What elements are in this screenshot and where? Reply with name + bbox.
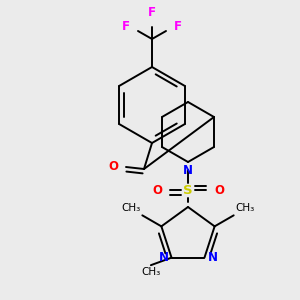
Text: N: N (158, 251, 169, 264)
Text: CH₃: CH₃ (236, 203, 255, 213)
Text: F: F (148, 6, 156, 19)
Text: S: S (183, 184, 193, 196)
Text: CH₃: CH₃ (141, 267, 160, 277)
Text: N: N (183, 164, 193, 177)
Text: O: O (214, 184, 224, 196)
Text: F: F (174, 20, 182, 34)
Text: O: O (152, 184, 162, 196)
Text: F: F (122, 20, 130, 34)
Text: CH₃: CH₃ (121, 203, 140, 213)
Text: O: O (108, 160, 118, 172)
Text: N: N (208, 251, 218, 264)
